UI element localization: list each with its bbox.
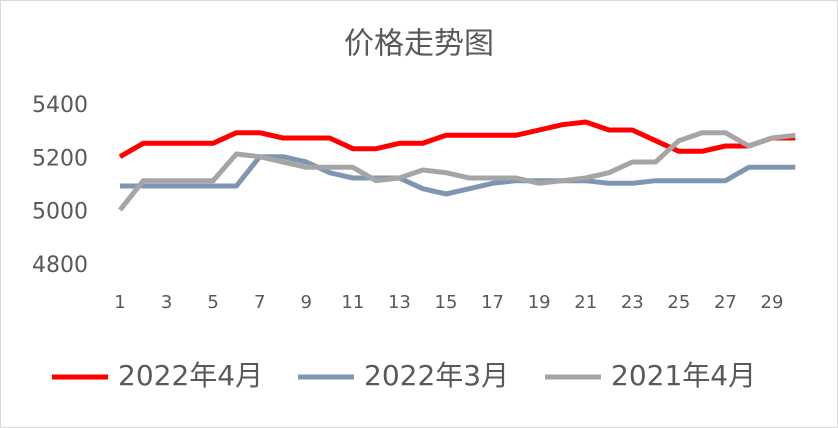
- legend-label: 2022年4月: [118, 359, 263, 392]
- x-tick-label: 19: [528, 292, 551, 313]
- x-tick-label: 7: [254, 292, 265, 313]
- legend-label: 2021年4月: [611, 359, 756, 392]
- x-tick-label: 21: [574, 292, 597, 313]
- y-tick-label: 5000: [32, 200, 88, 225]
- x-tick-label: 27: [714, 292, 737, 313]
- x-tick-label: 29: [761, 292, 784, 313]
- y-tick-label: 5200: [32, 146, 88, 171]
- x-tick-label: 11: [341, 292, 364, 313]
- x-tick-label: 9: [301, 292, 312, 313]
- legend-label: 2022年3月: [364, 359, 509, 392]
- y-tick-label: 4800: [32, 253, 88, 278]
- x-tick-label: 13: [388, 292, 411, 313]
- series-line: [118, 119, 796, 159]
- series-line: [120, 154, 796, 197]
- y-tick-label: 5400: [32, 93, 88, 118]
- chart-title: 价格走势图: [344, 27, 494, 62]
- x-tick-label: 17: [481, 292, 504, 313]
- x-tick-label: 23: [621, 292, 644, 313]
- x-tick-label: 25: [667, 292, 690, 313]
- x-tick-label: 5: [207, 292, 218, 313]
- series-line: [118, 130, 796, 212]
- x-tick-label: 15: [435, 292, 458, 313]
- x-tick-label: 3: [161, 292, 172, 313]
- x-tick-label: 1: [114, 292, 125, 313]
